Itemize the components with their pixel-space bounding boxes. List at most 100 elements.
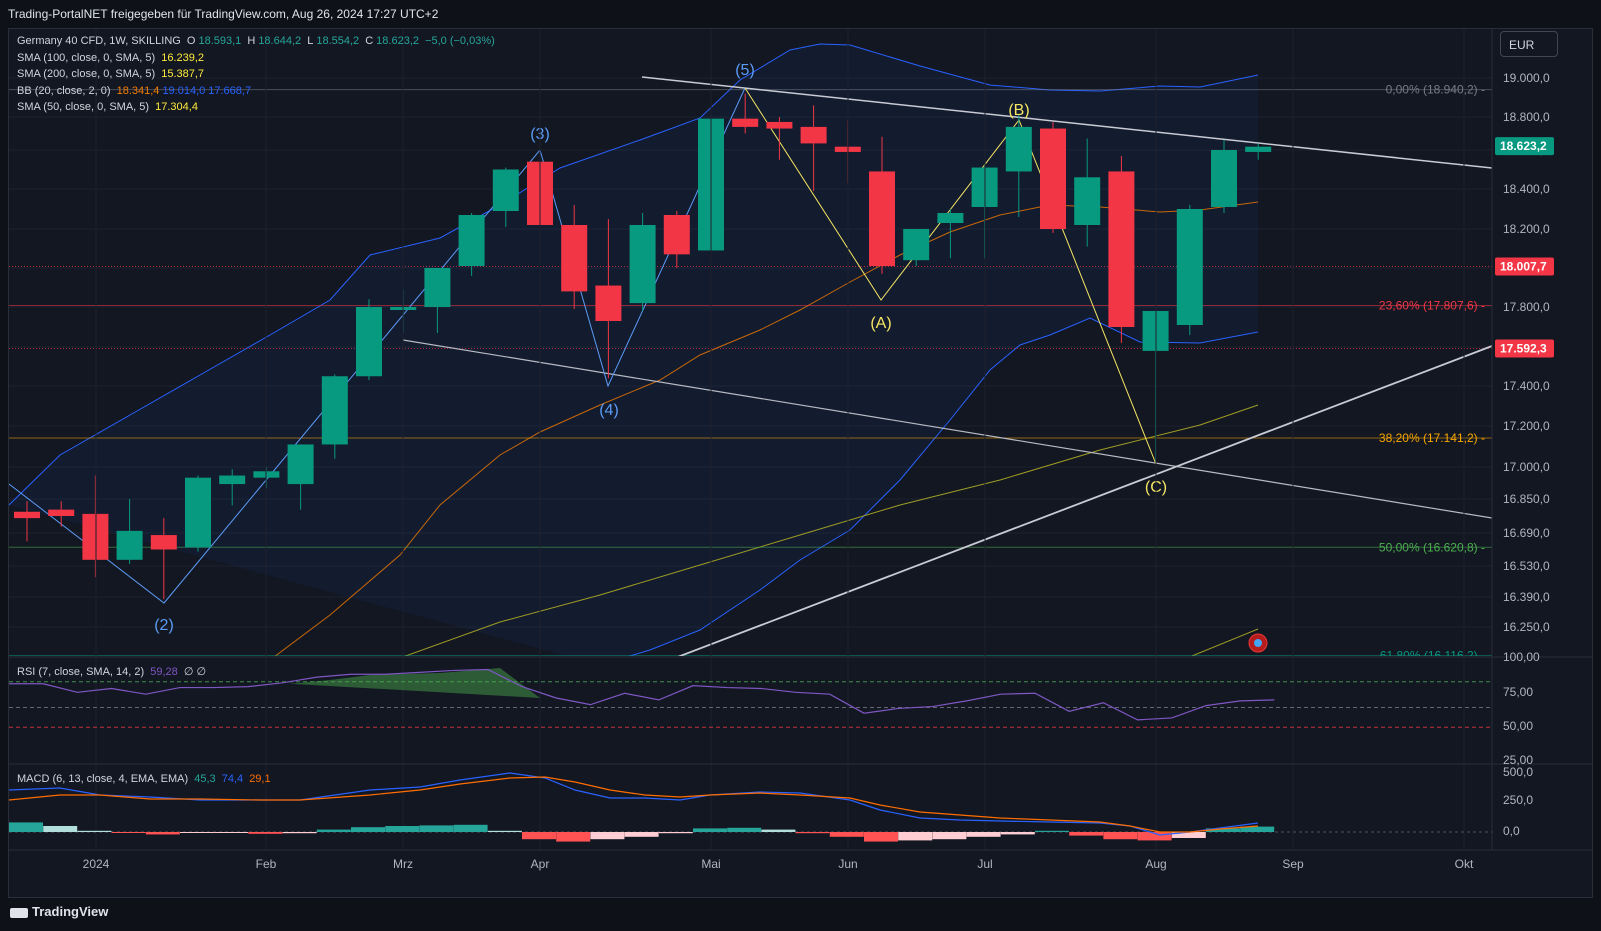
rsi-legend[interactable]: RSI (7, close, SMA, 14, 2) 59,28 ∅ ∅ [17, 664, 209, 681]
support-trendline [677, 345, 1492, 656]
legend-indicator-row[interactable]: SMA (200, close, 0, SMA, 5) 15.387,7 [17, 66, 498, 83]
macd-histogram-bar [453, 824, 488, 832]
wave-label: (B) [1008, 102, 1029, 119]
y-tick-label: 18.800,0 [1503, 110, 1550, 124]
legend-c-label: C [365, 35, 374, 47]
x-tick-label: Mai [701, 857, 720, 871]
legend-o-label: O [186, 35, 196, 47]
rsi-tick-label: 25,00 [1503, 753, 1533, 767]
attribution-text: Trading-PortalNET freigegeben für Tradin… [8, 7, 439, 21]
candle-body [14, 511, 40, 519]
rsi-tick-label: 50,00 [1503, 719, 1533, 733]
candle-body [321, 376, 348, 445]
candle-body [903, 229, 930, 261]
macd-histogram-bar [624, 832, 659, 837]
macd-histogram-bar [180, 832, 214, 833]
legend-symbol-row: Germany 40 CFD, 1W, SKILLING O 18.593,1 H… [17, 33, 498, 50]
candle-body [732, 118, 759, 127]
macd-histogram-bar [522, 832, 556, 840]
macd-histogram-bar [556, 832, 591, 842]
y-tick-label: 18.400,0 [1503, 182, 1550, 196]
fib-level-label: 61,80% (16.116,2) - [1380, 649, 1485, 663]
macd-histogram-bar [419, 825, 454, 832]
macd-histogram-bar [385, 826, 420, 832]
bollinger-lower [628, 317, 1259, 656]
legend-indicator-label: BB (20, close, 2, 0) [17, 84, 111, 97]
bollinger-fill [9, 44, 1258, 656]
macd-tick-label: 250,0 [1503, 793, 1533, 807]
legend-low: 18.554,2 [316, 35, 360, 47]
macd-histogram-bar [658, 832, 693, 834]
macd-histogram-bar [214, 832, 249, 833]
x-tick-label: Sep [1282, 857, 1304, 871]
candle-body [869, 171, 895, 267]
macd-histogram-bar [1069, 832, 1104, 836]
candle-body [1005, 126, 1032, 172]
candle-body [595, 285, 622, 321]
tradingview-logo[interactable]: TradingView [10, 904, 108, 919]
legend-indicator-value: 16.239,2 [161, 51, 205, 64]
price-badge [1495, 137, 1554, 156]
rsi-label: RSI (7, close, SMA, 14, 2) [17, 666, 145, 678]
candle-body [663, 215, 690, 255]
candle-body [1074, 177, 1101, 225]
fib-level-label: 38,20% (17.141,2) - [1379, 431, 1485, 445]
macd-histogram-bar [111, 832, 146, 833]
x-tick-label: Jul [977, 857, 992, 871]
legend-open: 18.593,1 [198, 35, 242, 47]
candle-body [561, 225, 588, 292]
macd-histogram-bar [590, 832, 625, 840]
macd-histogram-bar [487, 830, 522, 832]
macd-histogram-bar [248, 832, 283, 834]
macd-histogram-bar [9, 822, 43, 832]
legend-indicator-value: 15.387,7 [161, 68, 205, 80]
macd-histogram-bar [727, 827, 762, 832]
y-tick-label: 17.000,0 [1503, 460, 1550, 474]
y-tick-label: 17.800,0 [1503, 300, 1550, 314]
macd-histogram-bar [282, 832, 317, 834]
macd-histogram-bar [932, 832, 967, 840]
legend-indicator-row[interactable]: SMA (50, close, 0, SMA, 5) 17.304,4 [17, 99, 498, 116]
candle-body [424, 268, 451, 307]
rsi-line [9, 668, 1275, 721]
candle-body [1176, 209, 1203, 325]
candle-body [1040, 128, 1066, 229]
tradingview-brand-text: TradingView [32, 904, 109, 919]
y-tick-label: 19.000,0 [1503, 71, 1550, 85]
macd-histogram-bar [864, 832, 898, 842]
legend-symbol[interactable]: Germany 40 CFD, 1W, SKILLING [17, 35, 181, 47]
legend-indicator-value: 18.341,4 [116, 84, 160, 97]
x-tick-label: Jun [838, 857, 857, 871]
candle-body [766, 121, 793, 129]
y-tick-label: 16.850,0 [1503, 492, 1550, 506]
x-tick-label: Aug [1145, 857, 1166, 871]
macd-tick-label: 500,0 [1503, 765, 1533, 779]
macd-histogram-bar [316, 829, 351, 832]
chart-frame[interactable] [8, 28, 1593, 898]
macd-histogram-bar [795, 832, 830, 834]
macd-histogram-bar [1206, 828, 1240, 832]
macd-value-2: 74,4 [221, 773, 244, 785]
candle-body [82, 513, 109, 560]
x-tick-label: Mrz [393, 857, 413, 871]
y-tick-label: 16.390,0 [1503, 590, 1550, 604]
legend-panel: Germany 40 CFD, 1W, SKILLING O 18.593,1 H… [17, 33, 498, 116]
macd-legend[interactable]: MACD (6, 13, close, 4, EMA, EMA) 45,3 74… [17, 771, 274, 788]
candle-body [185, 477, 211, 548]
legend-h-label: H [247, 35, 256, 47]
price-badge [1495, 257, 1554, 276]
fib-level-label: 0,00% (18.940,2) - [1386, 83, 1485, 97]
y-tick-label: 17.200,0 [1503, 419, 1550, 433]
macd-histogram-bar [1035, 830, 1069, 832]
macd-histogram-bar [1171, 832, 1206, 838]
y-tick-label: 16.250,0 [1503, 620, 1550, 634]
legend-indicator-row[interactable]: BB (20, close, 2, 0) 18.341,4 19.014,0 17.… [17, 83, 498, 100]
price-badge-label: 17.592,3 [1500, 342, 1547, 356]
currency-selector[interactable]: EUR [1500, 31, 1558, 57]
legend-indicator-row[interactable]: SMA (100, close, 0, SMA, 5) 16.239,2 [17, 50, 498, 67]
legend-close: 18.623,2 [376, 35, 419, 47]
macd-histogram-bar [1103, 832, 1138, 840]
candle-body [116, 530, 143, 560]
candle-body [1211, 150, 1237, 207]
